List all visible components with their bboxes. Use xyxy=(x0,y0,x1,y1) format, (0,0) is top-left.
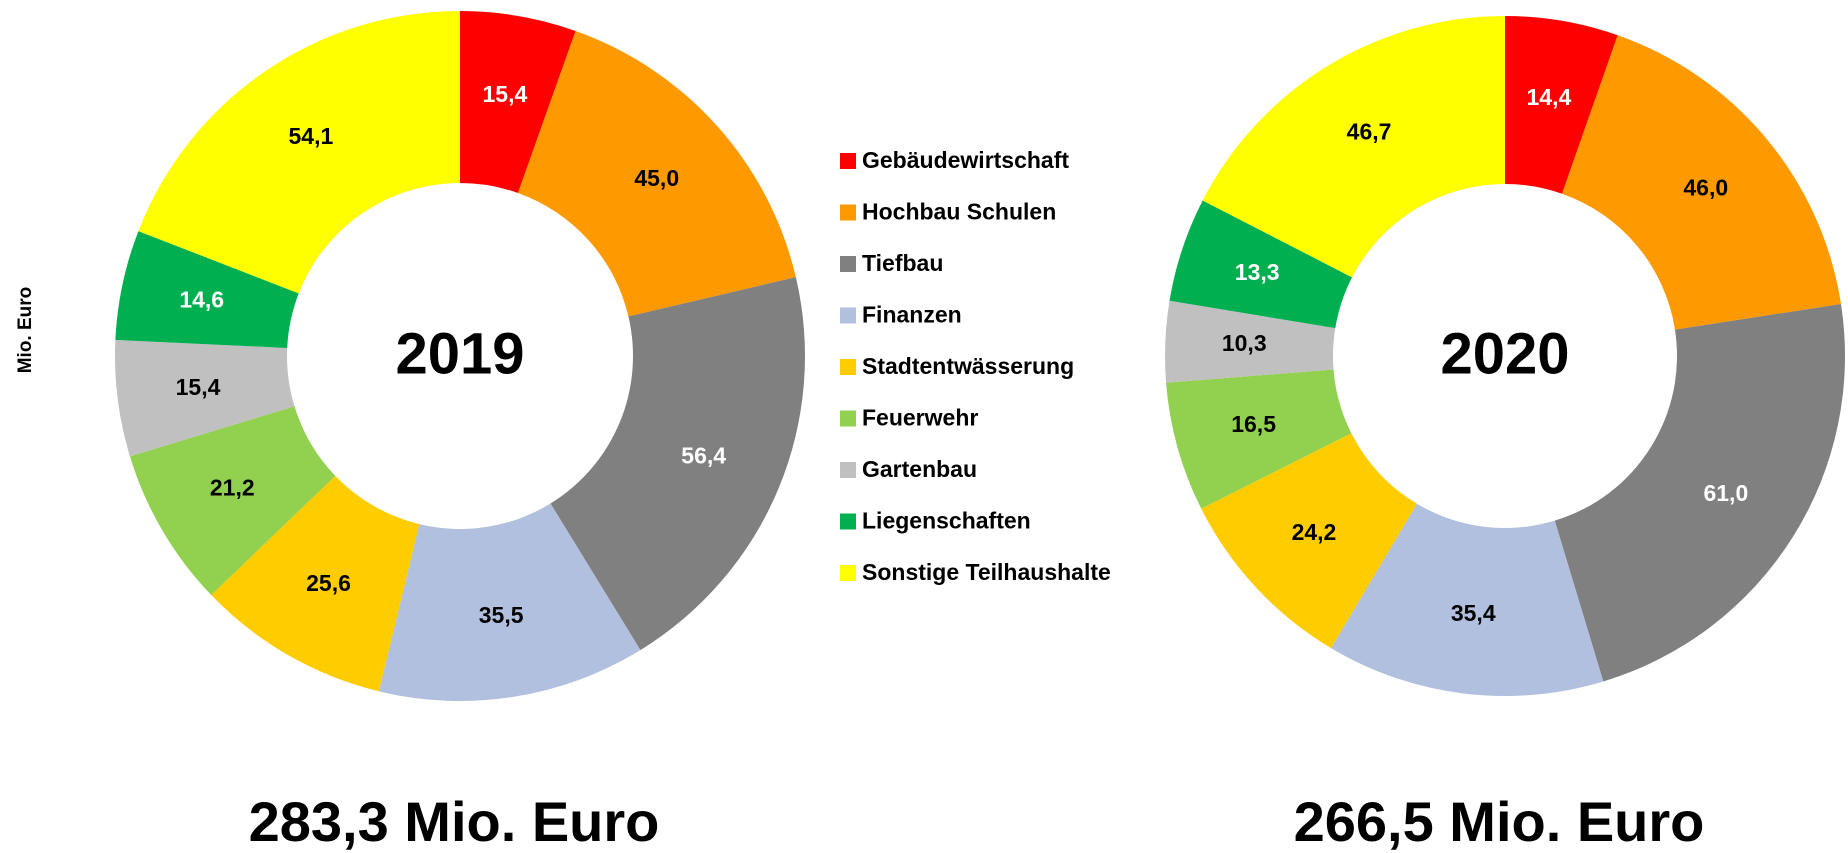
donut-segment xyxy=(1554,303,1845,682)
legend-label: Feuerwehr xyxy=(862,405,978,431)
donut-segment xyxy=(115,231,299,348)
donut-segment xyxy=(1166,369,1352,509)
donut-segment xyxy=(1505,16,1618,194)
value-label: 56,4 xyxy=(681,443,726,469)
value-label: 15,4 xyxy=(482,81,527,107)
legend-label: Finanzen xyxy=(862,302,962,328)
value-label: 21,2 xyxy=(210,475,255,501)
legend-label: Gartenbau xyxy=(862,456,977,482)
value-label: 10,3 xyxy=(1222,330,1267,356)
value-label: 25,6 xyxy=(306,570,351,596)
donut-segment xyxy=(1562,35,1841,330)
legend-swatch xyxy=(840,410,856,427)
donut-segment xyxy=(211,475,420,692)
y-axis-label: Mio. Euro xyxy=(15,287,36,374)
legend-label: Tiefbau xyxy=(862,250,943,276)
legend-label: Gebäudewirtschaft xyxy=(862,147,1069,173)
value-label: 54,1 xyxy=(289,123,334,149)
value-label: 14,6 xyxy=(179,286,224,312)
value-label: 46,7 xyxy=(1347,118,1392,144)
donut-segment xyxy=(460,11,576,194)
donut-segment xyxy=(129,406,336,596)
value-label: 13,3 xyxy=(1235,259,1280,285)
value-label: 46,0 xyxy=(1683,174,1728,200)
donut-segment xyxy=(1201,433,1417,649)
donut-segment xyxy=(1330,503,1604,697)
legend-swatch xyxy=(840,462,856,478)
value-label: 16,5 xyxy=(1231,411,1276,437)
legend-swatch xyxy=(840,359,856,375)
value-label: 35,4 xyxy=(1451,600,1496,626)
legend-label: Stadtentwässerung xyxy=(862,353,1074,379)
legend-swatch xyxy=(840,204,856,221)
value-label: 45,0 xyxy=(634,165,679,191)
donut-segment xyxy=(517,30,796,317)
donut-segment xyxy=(1165,300,1336,383)
legend-label: Liegenschaften xyxy=(862,508,1031,534)
donut-segment xyxy=(550,277,806,651)
value-label: 15,4 xyxy=(176,374,221,400)
value-label: 24,2 xyxy=(1292,519,1337,545)
legend-label: Sonstige Teilhaushalte xyxy=(862,559,1111,585)
legend-swatch xyxy=(840,153,856,169)
center-label: 2019 xyxy=(395,321,524,386)
value-label: 61,0 xyxy=(1703,480,1748,506)
legend-swatch xyxy=(840,513,856,530)
legend-swatch xyxy=(840,307,856,324)
donut-segment xyxy=(138,11,460,294)
total-caption: 283,3 Mio. Euro xyxy=(249,790,660,853)
donut-segment xyxy=(378,503,641,701)
value-label: 14,4 xyxy=(1526,84,1571,110)
donut-segment xyxy=(1169,200,1353,329)
donut-segment xyxy=(114,339,295,457)
legend-swatch xyxy=(840,565,856,581)
donut-segment xyxy=(1202,16,1505,278)
value-label: 35,5 xyxy=(479,602,524,628)
legend-swatch xyxy=(840,256,856,272)
total-caption: 266,5 Mio. Euro xyxy=(1294,790,1705,853)
center-label: 2020 xyxy=(1440,321,1569,386)
legend-label: Hochbau Schulen xyxy=(862,199,1056,225)
